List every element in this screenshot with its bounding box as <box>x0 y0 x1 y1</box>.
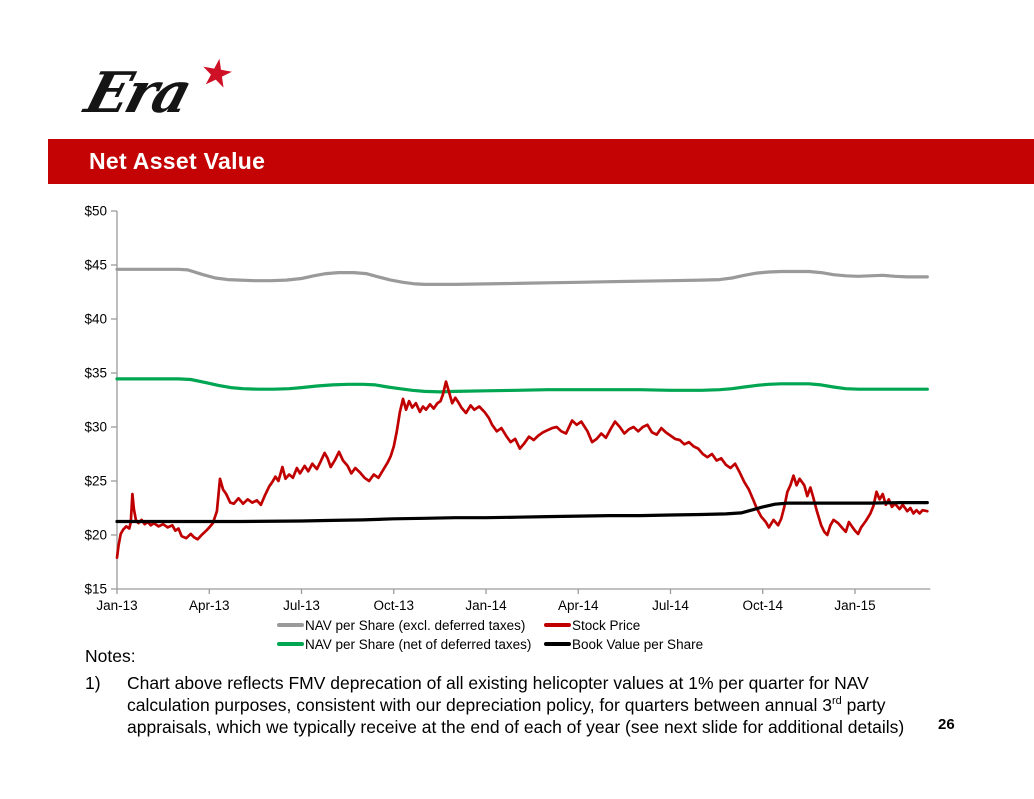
title-banner: Net Asset Value <box>48 139 1034 184</box>
legend-swatch-green-line-icon <box>277 642 304 646</box>
nav-chart: $50 $45 $40 $35 $30 $25 $20 $15 Jan-13 Apr-13 Jul-… <box>0 190 1034 622</box>
era-logo-graphic: Era ★ <box>76 48 237 126</box>
note-text: Chart above reflects FMV deprecation of … <box>127 673 905 737</box>
legend-label: Book Value per Share <box>572 636 704 652</box>
svg-text:$20: $20 <box>84 528 107 543</box>
svg-text:$15: $15 <box>84 582 107 597</box>
page-number: 26 <box>938 716 955 733</box>
svg-text:$25: $25 <box>84 474 107 489</box>
era-logo: Era ★ <box>62 48 262 130</box>
notes-section: Notes: 1) Chart above reflects FMV depre… <box>85 646 939 738</box>
legend-item-stock-price: Stock Price <box>544 617 640 633</box>
svg-text:Jan-13: Jan-13 <box>96 598 137 613</box>
svg-text:Oct-14: Oct-14 <box>742 598 783 613</box>
svg-text:Apr-13: Apr-13 <box>189 598 230 613</box>
page-title: Net Asset Value <box>89 148 266 174</box>
era-logo-text: Era <box>76 60 196 126</box>
legend-label: Stock Price <box>572 617 641 633</box>
svg-text:$50: $50 <box>84 204 107 219</box>
svg-text:$45: $45 <box>84 258 107 273</box>
svg-text:$35: $35 <box>84 366 107 381</box>
legend-item-nav-net-deferred-taxes: NAV per Share (net of deferred taxes) <box>277 636 531 652</box>
notes-heading: Notes: <box>85 646 136 666</box>
svg-text:Oct-13: Oct-13 <box>373 598 414 613</box>
note-number: 1) <box>85 673 101 693</box>
svg-text:Jan-14: Jan-14 <box>465 598 507 613</box>
legend-swatch-gray-line-icon <box>277 623 304 627</box>
legend-swatch-red-line-icon <box>544 623 571 627</box>
legend-label: NAV per Share (net of deferred taxes) <box>305 636 532 652</box>
ordinal-superscript: rd <box>831 695 842 708</box>
svg-text:$40: $40 <box>84 312 107 327</box>
svg-text:Jul-13: Jul-13 <box>283 598 320 613</box>
svg-text:Apr-14: Apr-14 <box>558 598 599 613</box>
legend-label: NAV per Share (excl. deferred taxes) <box>305 617 526 633</box>
legend-item-book-value: Book Value per Share <box>544 636 703 652</box>
legend-swatch-black-line-icon <box>544 642 571 646</box>
svg-text:Jul-14: Jul-14 <box>652 598 689 613</box>
note-item-1: 1) Chart above reflects FMV deprecation … <box>85 672 939 738</box>
svg-text:Jan-15: Jan-15 <box>834 598 875 613</box>
legend-item-nav-excl-deferred-taxes: NAV per Share (excl. deferred taxes) <box>277 617 525 633</box>
svg-text:$30: $30 <box>84 420 107 435</box>
era-logo-star-icon: ★ <box>196 50 237 98</box>
